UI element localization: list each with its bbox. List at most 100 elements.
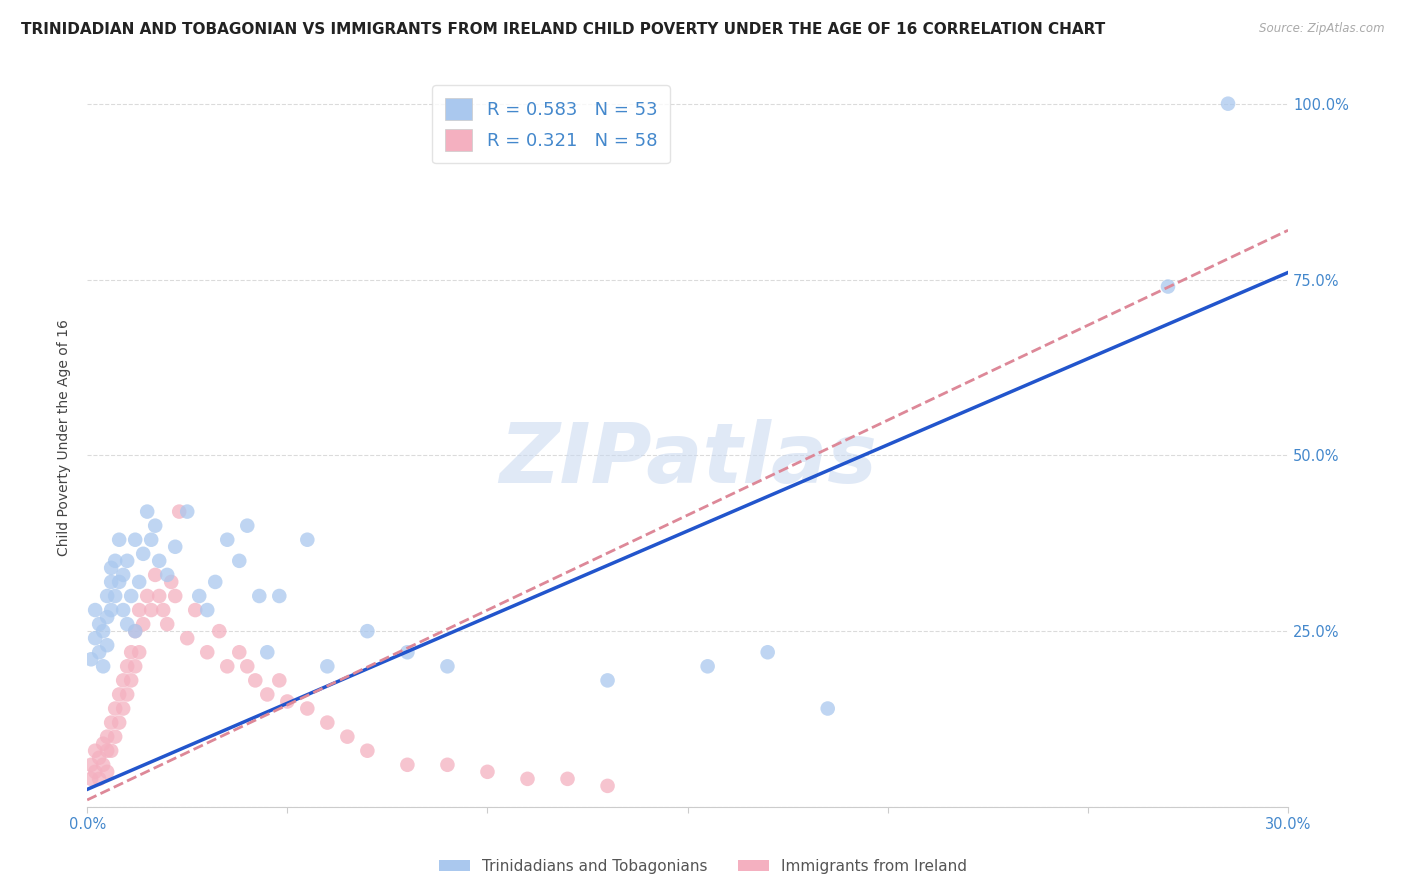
Point — [96, 610, 118, 624]
Point — [120, 673, 142, 688]
Point — [120, 645, 142, 659]
Point — [104, 589, 127, 603]
Point — [96, 638, 118, 652]
Point — [104, 701, 127, 715]
Point — [124, 659, 146, 673]
Point — [696, 659, 718, 673]
Point — [596, 779, 619, 793]
Point — [132, 617, 155, 632]
Point — [108, 715, 131, 730]
Point — [256, 688, 278, 702]
Point — [84, 764, 107, 779]
Point — [112, 701, 135, 715]
Point — [236, 518, 259, 533]
Point — [136, 505, 159, 519]
Point — [108, 574, 131, 589]
Point — [817, 701, 839, 715]
Point — [115, 554, 138, 568]
Point — [165, 540, 187, 554]
Point — [124, 624, 146, 639]
Y-axis label: Child Poverty Under the Age of 16: Child Poverty Under the Age of 16 — [58, 319, 72, 557]
Point — [356, 624, 378, 639]
Point — [1157, 279, 1180, 293]
Legend: R = 0.583   N = 53, R = 0.321   N = 58: R = 0.583 N = 53, R = 0.321 N = 58 — [433, 85, 669, 163]
Point — [228, 554, 250, 568]
Point — [89, 750, 111, 764]
Point — [1216, 96, 1239, 111]
Point — [436, 757, 458, 772]
Point — [112, 603, 135, 617]
Point — [228, 645, 250, 659]
Point — [396, 645, 419, 659]
Point — [91, 659, 114, 673]
Point — [84, 744, 107, 758]
Point — [256, 645, 278, 659]
Point — [156, 617, 179, 632]
Point — [124, 533, 146, 547]
Point — [336, 730, 359, 744]
Point — [396, 757, 419, 772]
Text: Source: ZipAtlas.com: Source: ZipAtlas.com — [1260, 22, 1385, 36]
Point — [104, 730, 127, 744]
Point — [80, 652, 103, 666]
Point — [132, 547, 155, 561]
Point — [160, 574, 183, 589]
Point — [204, 574, 226, 589]
Point — [297, 533, 319, 547]
Point — [124, 624, 146, 639]
Point — [148, 589, 170, 603]
Point — [148, 554, 170, 568]
Point — [217, 533, 239, 547]
Point — [596, 673, 619, 688]
Point — [128, 574, 150, 589]
Point — [477, 764, 499, 779]
Point — [96, 730, 118, 744]
Point — [143, 568, 166, 582]
Point — [128, 603, 150, 617]
Point — [100, 574, 122, 589]
Point — [80, 772, 103, 786]
Point — [165, 589, 187, 603]
Point — [152, 603, 174, 617]
Point — [108, 533, 131, 547]
Point — [112, 568, 135, 582]
Point — [96, 589, 118, 603]
Point — [100, 561, 122, 575]
Point — [115, 659, 138, 673]
Point — [115, 617, 138, 632]
Point — [91, 624, 114, 639]
Point — [297, 701, 319, 715]
Point — [104, 554, 127, 568]
Point — [84, 603, 107, 617]
Point — [245, 673, 267, 688]
Point — [80, 757, 103, 772]
Point — [208, 624, 231, 639]
Point — [156, 568, 179, 582]
Point — [195, 645, 218, 659]
Point — [236, 659, 259, 673]
Point — [217, 659, 239, 673]
Point — [195, 603, 218, 617]
Point — [96, 744, 118, 758]
Point — [184, 603, 207, 617]
Point — [128, 645, 150, 659]
Point — [247, 589, 270, 603]
Point — [100, 603, 122, 617]
Point — [100, 715, 122, 730]
Point — [141, 603, 163, 617]
Point — [112, 673, 135, 688]
Point — [188, 589, 211, 603]
Point — [557, 772, 579, 786]
Point — [108, 688, 131, 702]
Point — [89, 772, 111, 786]
Point — [91, 737, 114, 751]
Point — [167, 505, 190, 519]
Point — [89, 645, 111, 659]
Point — [136, 589, 159, 603]
Point — [316, 659, 339, 673]
Point — [91, 757, 114, 772]
Point — [269, 589, 291, 603]
Point — [89, 617, 111, 632]
Point — [269, 673, 291, 688]
Point — [141, 533, 163, 547]
